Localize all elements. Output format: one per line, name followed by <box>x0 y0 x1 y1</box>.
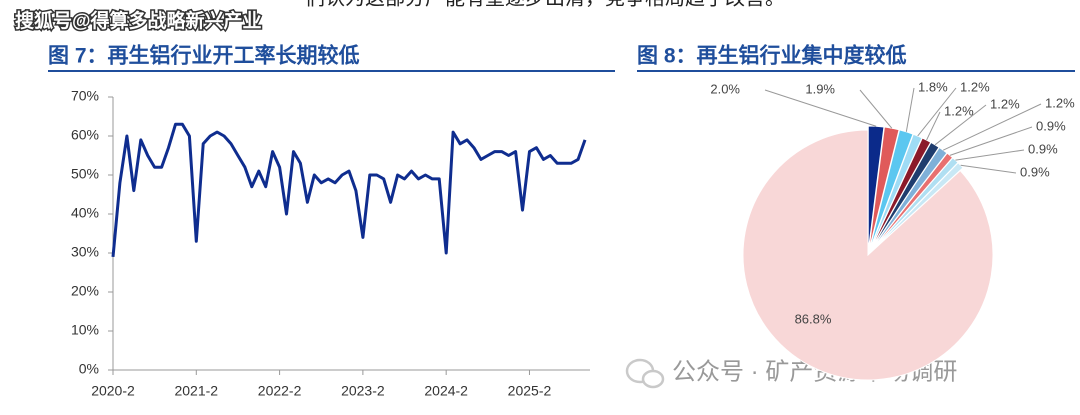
leader-line <box>859 89 893 129</box>
y-tick-label: 10% <box>71 322 99 338</box>
leader-line <box>955 149 1025 161</box>
chart-title: 图 8：再生铝行业集中度较低 <box>637 44 907 68</box>
data-label: 1.2% <box>1045 95 1075 110</box>
data-label: 0.9% <box>1028 141 1058 156</box>
y-tick-label: 30% <box>71 244 99 260</box>
data-label: 1.2% <box>960 79 990 94</box>
y-tick-label: 70% <box>71 88 99 104</box>
data-label: 0.9% <box>1020 164 1050 179</box>
data-label: 0.9% <box>1036 118 1066 133</box>
leader-line <box>960 164 1017 174</box>
x-tick-label: 2020-2 <box>91 383 135 399</box>
x-tick-label: 2025-2 <box>508 383 552 399</box>
leader-line <box>934 104 987 146</box>
y-tick-label: 50% <box>71 166 99 182</box>
leader-line <box>917 87 957 137</box>
leader-line <box>949 126 1033 156</box>
x-tick-label: 2021-2 <box>174 383 218 399</box>
wechat-icon <box>625 358 665 389</box>
line-series <box>111 122 587 258</box>
data-label: 1.2% <box>944 103 974 118</box>
y-tick-label: 20% <box>71 283 99 299</box>
source-watermark: 搜狐号@得算多战略新兴产业 <box>15 9 262 32</box>
data-label: 1.8% <box>918 79 948 94</box>
x-tick-label: 2022-2 <box>258 383 302 399</box>
x-tick-label: 2023-2 <box>341 383 385 399</box>
y-tick-label: 0% <box>79 361 99 377</box>
header-text: 们认为这部分产能有望逐步出清，竞争格局趋于改善。 <box>305 0 785 9</box>
leader-line <box>905 87 915 132</box>
leader-line <box>942 103 1042 151</box>
data-label: 2.0% <box>710 81 740 96</box>
leader-line <box>764 89 877 127</box>
pie-slice <box>742 129 994 381</box>
y-tick-label: 40% <box>71 205 99 221</box>
leader-line <box>926 111 941 141</box>
x-tick-label: 2024-2 <box>424 383 468 399</box>
data-label: 86.8% <box>795 311 832 326</box>
chart-title: 图 7：再生铝行业开工率长期较低 <box>48 44 360 68</box>
data-label: 1.9% <box>805 81 835 96</box>
data-label: 1.2% <box>990 96 1020 111</box>
y-tick-label: 60% <box>71 127 99 143</box>
